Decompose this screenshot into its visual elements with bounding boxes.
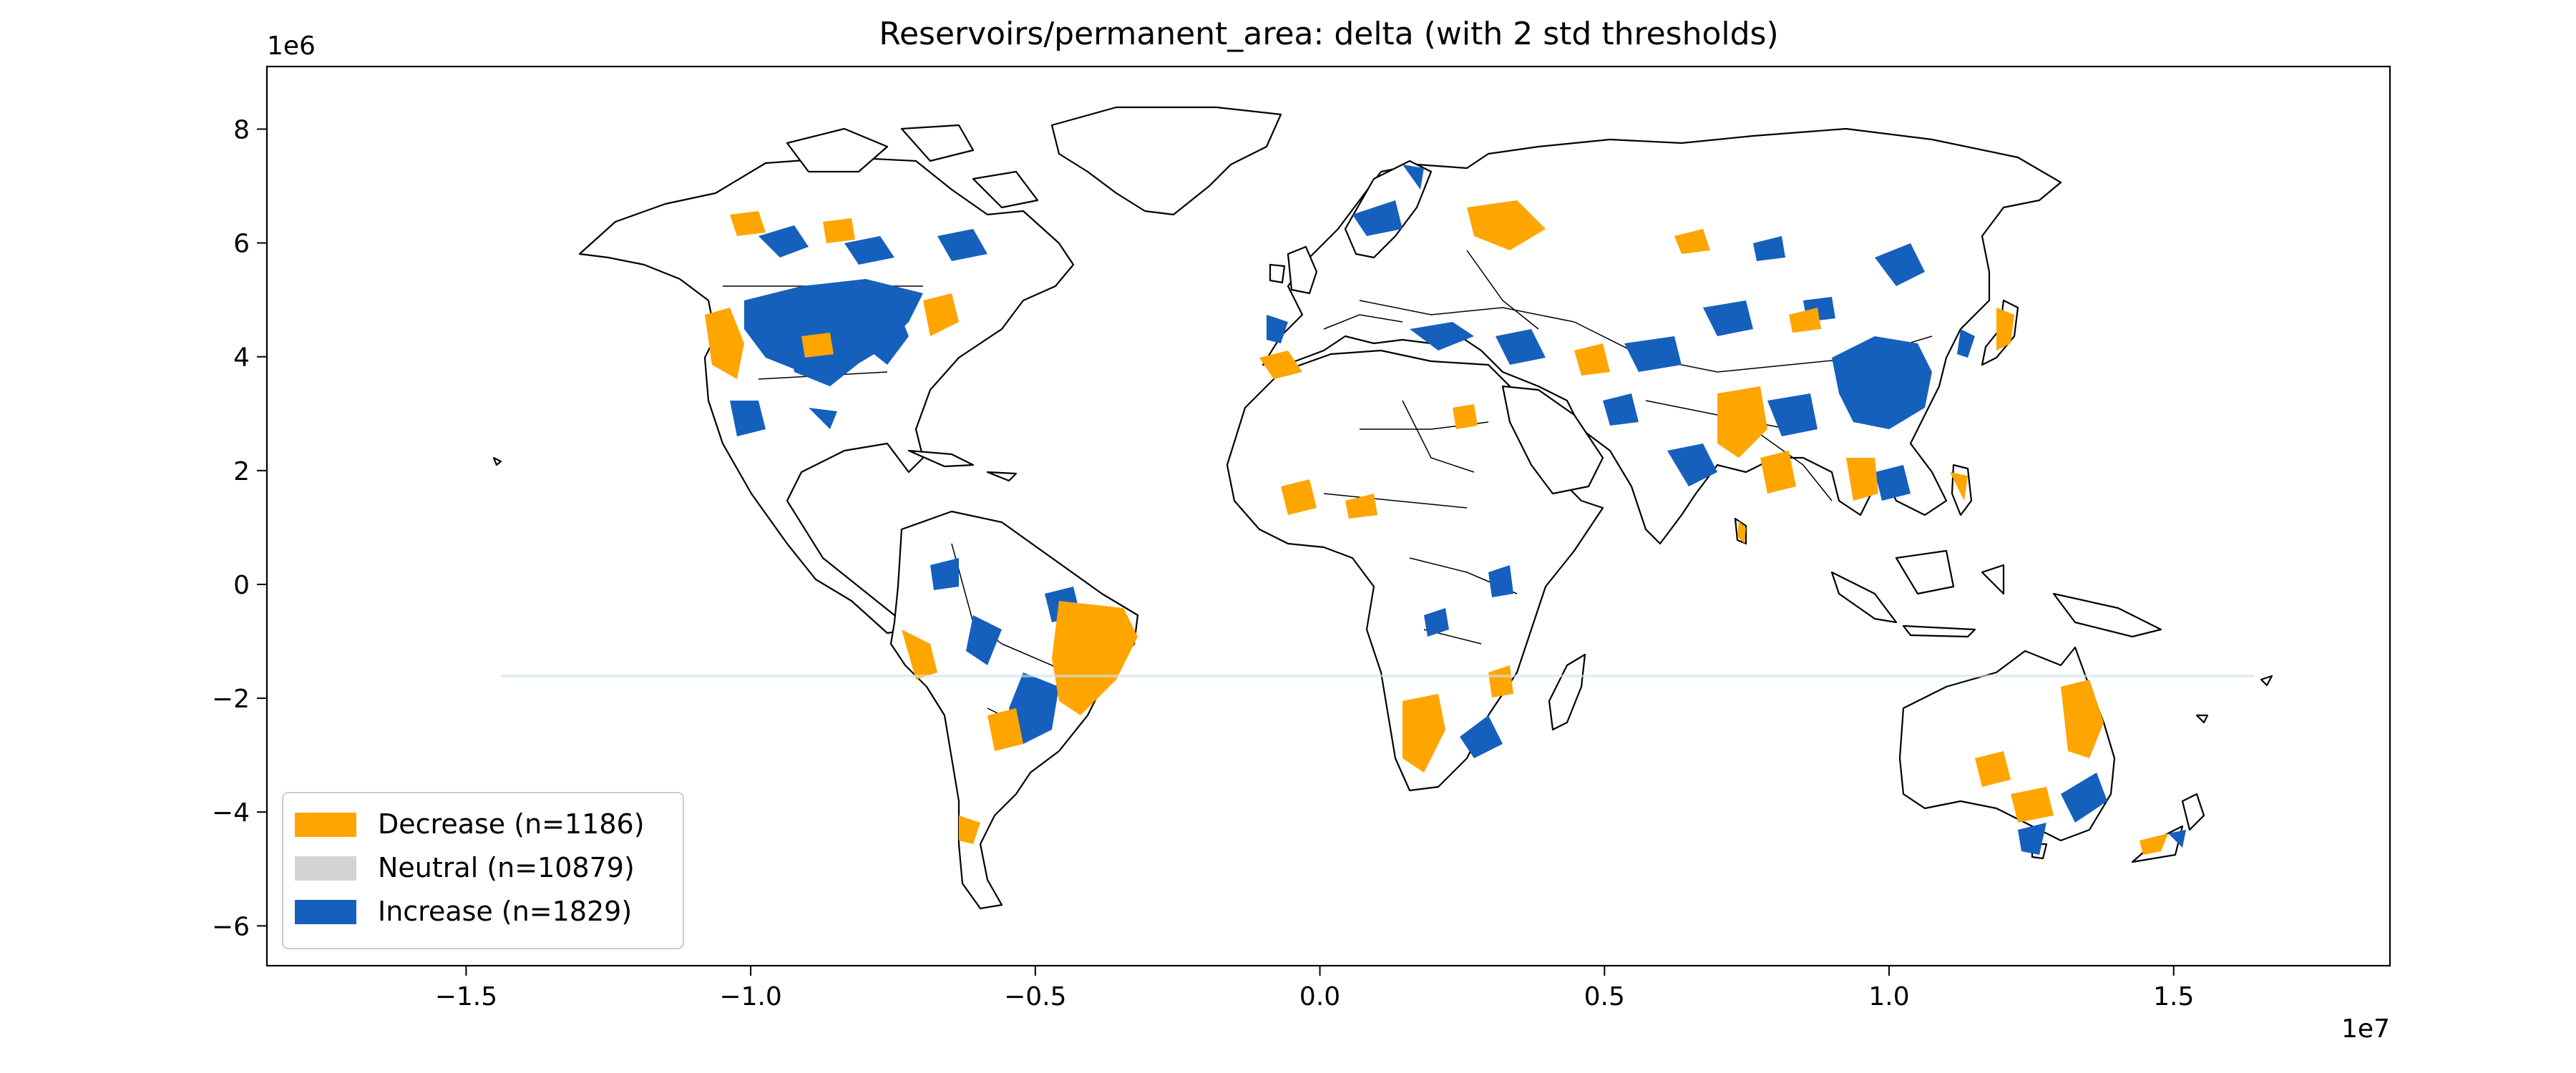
legend: Decrease (n=1186) Neutral (n=10879) Incr… (282, 792, 684, 949)
x-tick-label: −1.5 (435, 982, 497, 1011)
british-isles-outline (1269, 245, 1318, 295)
eurasia-outline (1262, 127, 2062, 545)
pacific-islands-outline (492, 456, 2273, 724)
y-tick-label: 6 (233, 230, 250, 259)
greenland-outline (1050, 106, 1282, 216)
caribbean-outline (907, 449, 1018, 482)
legend-swatch-increase (295, 900, 356, 924)
north-america-outline (578, 156, 1075, 635)
plot-frame (265, 65, 2391, 967)
x-tick-label: −0.5 (1004, 982, 1066, 1011)
y-tick-label: −6 (212, 912, 250, 941)
y-tick-label: 2 (233, 457, 250, 486)
map-area (492, 106, 2273, 910)
increase-regions (730, 165, 2186, 855)
legend-label-increase: Increase (n=1829) (378, 896, 632, 927)
arctic-islands-outline (786, 124, 1039, 209)
new-zealand-outline (2131, 793, 2205, 863)
x-tick-label: 0.5 (1584, 982, 1625, 1011)
x-tick-label: 0.0 (1299, 982, 1340, 1011)
chart-title: Reservoirs/permanent_area: delta (with 2… (879, 16, 1778, 52)
legend-swatch-decrease (295, 813, 356, 837)
decrease-regions (705, 200, 2168, 855)
arabia-outline (1501, 385, 1604, 495)
x-axis: −1.5 −1.0 −0.5 0.0 0.5 1.0 1.5 (435, 966, 2194, 1011)
legend-label-decrease: Decrease (n=1186) (378, 808, 645, 840)
x-tick-label: 1.0 (1868, 982, 1909, 1011)
y-tick-label: 4 (233, 343, 250, 373)
australia-outline (1898, 646, 2116, 842)
x-offset-label: 1e7 (2341, 1014, 2390, 1044)
y-tick-label: 0 (233, 571, 250, 600)
x-tick-label: −1.0 (719, 982, 781, 1011)
y-axis: −6 −4 −2 0 2 4 6 8 (212, 116, 267, 941)
y-tick-label: 8 (233, 116, 250, 145)
x-tick-label: 1.5 (2153, 982, 2194, 1011)
legend-box (282, 792, 684, 949)
indonesia-outline (1830, 549, 2162, 638)
madagascar-outline (1548, 653, 1586, 731)
legend-swatch-neutral (295, 856, 356, 881)
y-tick-label: −2 (212, 685, 250, 714)
y-offset-label: 1e6 (267, 31, 316, 61)
legend-label-neutral: Neutral (n=10879) (378, 852, 635, 883)
y-tick-label: −4 (212, 798, 250, 828)
